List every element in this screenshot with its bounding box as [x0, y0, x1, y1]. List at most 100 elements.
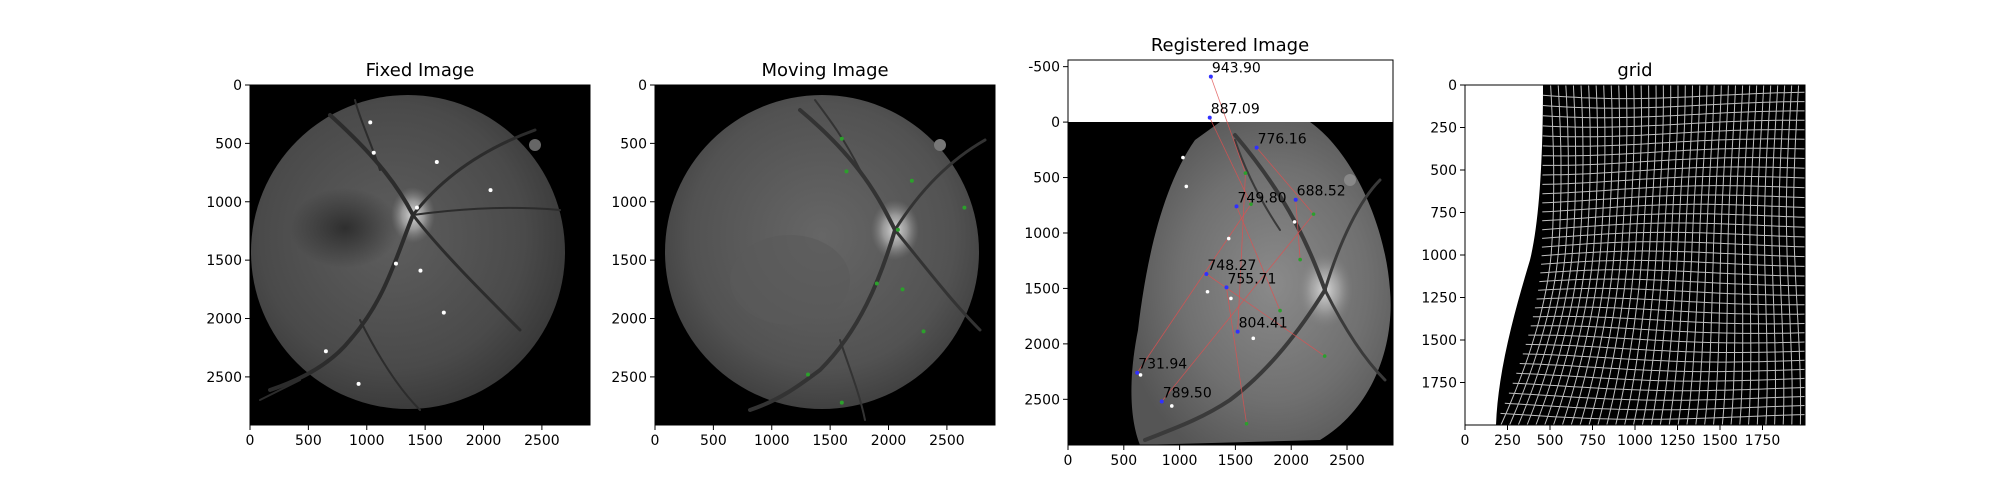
distance-annotation: 755.71 [1227, 271, 1276, 287]
grid-line-horizontal [1516, 372, 1805, 382]
grid-line-horizontal [1519, 363, 1805, 373]
grid-line-vertical [1713, 85, 1729, 425]
distance-annotation: 688.52 [1297, 184, 1346, 200]
yticks-moving: 0 500 1000 1500 2000 2500 [611, 78, 655, 386]
grid-line-vertical [1526, 85, 1577, 425]
annotation-point [1234, 204, 1239, 209]
landmark-point [874, 281, 879, 286]
vessels-moving [748, 99, 987, 421]
ytick-label: 0 [1051, 115, 1060, 131]
xtick-label: 1500 [407, 433, 443, 449]
grid-line-vertical [1544, 85, 1591, 425]
landmark-point [434, 160, 439, 165]
xtick-label: 0 [246, 433, 255, 449]
landmark-point [488, 188, 493, 193]
landmark-point [909, 178, 914, 183]
ytick-label: 0 [233, 78, 242, 94]
xtick-label: 1500 [812, 433, 848, 449]
grid-line-vertical [1535, 85, 1584, 425]
grid-line-horizontal [1512, 382, 1805, 392]
landmark-point [895, 227, 900, 232]
landmark-point [962, 205, 967, 210]
annotations-registered: 943.90 887.09 776.16 688.52 749.80 748.27755.… [1135, 61, 1346, 404]
xtick-label: 2500 [929, 433, 965, 449]
ytick-label: 2000 [611, 312, 647, 328]
xtick-label: 1750 [1745, 433, 1781, 449]
grid-line-horizontal [1542, 185, 1805, 195]
xtick-label: 500 [1110, 453, 1137, 469]
grid-line-horizontal [1542, 147, 1805, 157]
grid-line-horizontal [1528, 334, 1805, 344]
grid-line-horizontal [1508, 392, 1805, 401]
landmark-point [418, 268, 423, 273]
distance-annotation: 731.94 [1138, 357, 1187, 373]
registered-fixed-point [1169, 404, 1174, 408]
panel-fixed-image: Fixed Image 0 500 1000 1500 2000 2500 0 500 100… [206, 60, 591, 449]
xtick-label: 0 [651, 433, 660, 449]
panel-grid: grid 0 250 500 750 1000 1250 1500 1750 0 250 500 7… [1421, 60, 1806, 449]
panel-title-registered: Registered Image [1151, 35, 1309, 56]
registered-moving-point [1244, 421, 1249, 426]
xticks-fixed: 0 500 1000 1500 2000 2500 [246, 425, 560, 449]
annotation-point [1208, 74, 1213, 79]
xtick-label: 250 [1494, 433, 1521, 449]
displacement-line [1256, 147, 1314, 215]
points-registered [1138, 155, 1327, 426]
distance-annotation: 749.80 [1238, 190, 1287, 206]
ytick-label: 1500 [1421, 333, 1457, 349]
annotation-point [1135, 370, 1140, 375]
grid-line-horizontal [1541, 241, 1805, 248]
ytick-label: 1000 [206, 195, 242, 211]
distance-annotation: 748.27 [1207, 258, 1256, 274]
grid-line-horizontal [1542, 213, 1805, 222]
ytick-label: 250 [1430, 121, 1457, 137]
ytick-label: 750 [1430, 206, 1457, 222]
xtick-label: 2000 [1273, 453, 1309, 469]
landmark-point [921, 329, 926, 334]
xtick-label: 0 [1064, 453, 1073, 469]
xtick-label: 1250 [1660, 433, 1696, 449]
landmarks-moving [805, 136, 967, 405]
artifact-moving [934, 139, 946, 151]
displacement-line [1236, 206, 1281, 311]
grid-line-vertical [1686, 85, 1708, 425]
macula-fixed [290, 188, 400, 268]
grid-line-horizontal [1534, 306, 1805, 315]
xtick-label: 500 [295, 433, 322, 449]
ytick-label: 1500 [206, 253, 242, 269]
grid-line-vertical [1677, 85, 1701, 425]
grid-line-vertical [1721, 85, 1736, 425]
landmarks-fixed [323, 120, 493, 386]
ytick-label: 2500 [1024, 392, 1060, 408]
grid-line-vertical [1695, 85, 1715, 425]
grid-line-horizontal [1542, 222, 1805, 231]
grid-line-horizontal [1522, 353, 1805, 363]
xtick-label: 2000 [466, 433, 502, 449]
ytick-label: 2000 [206, 312, 242, 328]
distance-annotation: 776.16 [1258, 132, 1307, 148]
annotation-point [1159, 399, 1164, 404]
annotation-point [1224, 285, 1229, 290]
xtick-label: 1000 [1617, 433, 1653, 449]
xtick-label: 2500 [524, 433, 560, 449]
xtick-label: 1000 [349, 433, 385, 449]
ytick-label: 2500 [206, 370, 242, 386]
grid-line-vertical [1553, 85, 1599, 425]
grid-line-vertical [1561, 85, 1606, 425]
grid-line-horizontal [1540, 269, 1805, 277]
grid-line-horizontal [1542, 119, 1805, 128]
displacement-line [1295, 199, 1301, 260]
grid-line-horizontal [1542, 129, 1805, 138]
landmark-point [441, 310, 446, 315]
landmark-point [839, 400, 844, 405]
distance-annotation: 789.50 [1163, 386, 1212, 402]
yticks-grid: 0 250 500 750 1000 1250 1500 1750 [1421, 78, 1465, 392]
grid-lines [1500, 85, 1805, 425]
axes-frame-registered [1067, 59, 1394, 446]
registered-moving-point [1278, 308, 1282, 313]
grid-line-horizontal [1542, 194, 1805, 204]
yticks-registered: -500 0 500 1000 1500 2000 2500 [1024, 60, 1068, 408]
grid-line-horizontal [1542, 231, 1805, 239]
axes-frame-moving [654, 84, 996, 426]
